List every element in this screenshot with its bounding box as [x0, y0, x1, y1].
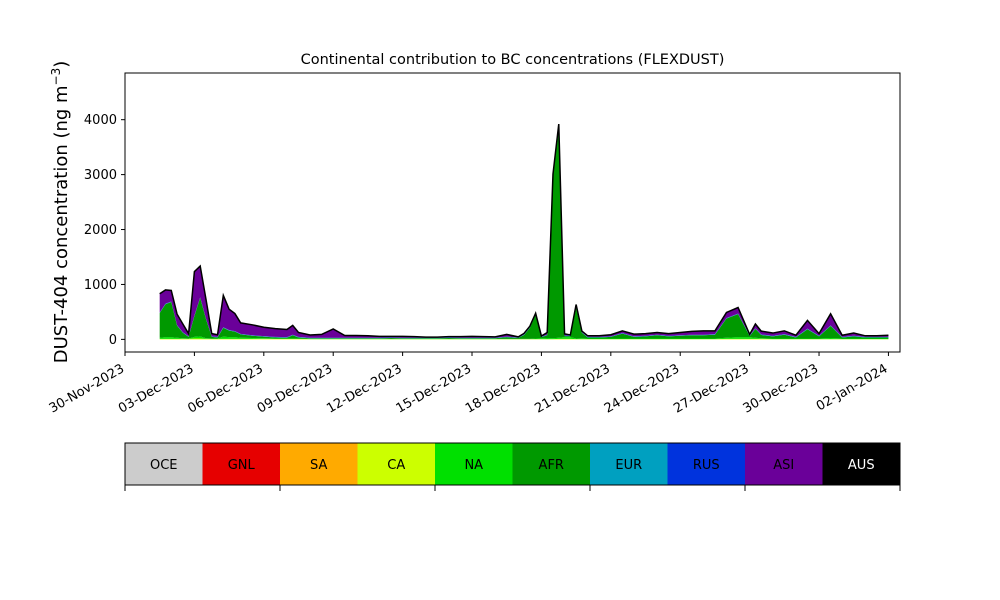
total-line-group [159, 123, 889, 338]
legend-swatch-na [435, 443, 513, 485]
chart-title: Continental contribution to BC concentra… [301, 52, 725, 68]
legend-swatch-eur [590, 443, 668, 485]
legend-swatch-oce [125, 443, 203, 485]
legend-swatch-aus [822, 443, 900, 485]
legend-swatch-afr [512, 443, 590, 485]
y-axis-label-main: DUST-404 concentration (ng m [51, 85, 72, 363]
y-axis-label-close: ) [51, 61, 72, 68]
y-tick-label: 2000 [84, 223, 117, 238]
legend-label-afr: AFR [539, 458, 564, 473]
legend-colorbar: OCE GNL SA CA NA AFR EUR RUS ASI AUS [124, 442, 901, 491]
y-axis-ticks: 0 1000 2000 3000 4000 [84, 113, 125, 348]
total-concentration-line [159, 123, 889, 338]
legend-label-asi: ASI [773, 458, 794, 473]
legend-label-oce: OCE [150, 458, 178, 473]
y-tick-label: 1000 [84, 278, 117, 293]
legend-label-na: NA [464, 458, 483, 473]
legend-label-eur: EUR [615, 458, 642, 473]
legend-frame [124, 442, 901, 486]
area-series-na [159, 336, 889, 340]
area-series-ca [159, 338, 889, 340]
legend-label-gnl: GNL [228, 458, 256, 473]
legend-label-ca: CA [387, 458, 405, 473]
legend-label-aus: AUS [848, 458, 875, 473]
legend-swatch-rus [667, 443, 745, 485]
legend-swatch-gnl [202, 443, 280, 485]
y-tick-label: 3000 [84, 168, 117, 183]
y-tick-label: 0 [109, 333, 117, 348]
y-tick-label: 4000 [84, 113, 117, 128]
plot-frame [124, 72, 901, 353]
stacked-area-group [159, 124, 889, 340]
legend-swatch-sa [280, 443, 358, 485]
legend-label-rus: RUS [693, 458, 720, 473]
legend-label-sa: SA [310, 458, 327, 473]
legend-swatch-asi [745, 443, 823, 485]
legend-swatch-ca [357, 443, 435, 485]
area-series-asi [159, 124, 889, 338]
y-axis-label-unit-exponent: −3 [49, 68, 63, 86]
y-axis-label: DUST-404 concentration (ng m−3) [49, 61, 72, 364]
